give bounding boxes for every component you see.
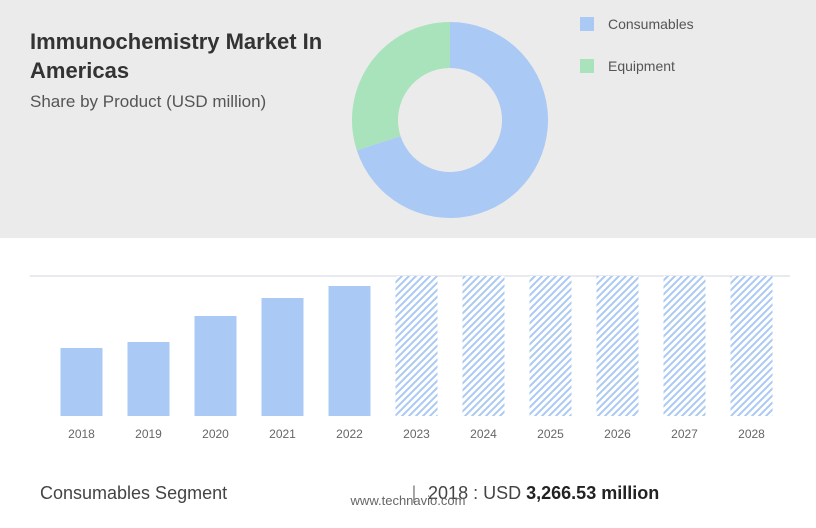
bar-year-label: 2022 bbox=[336, 427, 363, 441]
bar-svg: 2018 2019 2020 2021 2022 2023 2024 2025 2026 2027… bbox=[30, 270, 790, 450]
bar bbox=[597, 276, 639, 416]
legend-item-consumables: Consumables bbox=[580, 16, 694, 32]
bar bbox=[61, 348, 103, 416]
bar-chart: 2018 2019 2020 2021 2022 2023 2024 2025 2026 2027… bbox=[30, 270, 790, 460]
chart-title: Immunochemistry Market In Americas bbox=[30, 28, 330, 85]
bar bbox=[463, 276, 505, 416]
bar bbox=[329, 286, 371, 416]
footer-url: www.technavio.com bbox=[0, 493, 816, 508]
legend: Consumables Equipment bbox=[580, 16, 694, 100]
bar bbox=[195, 316, 237, 416]
bar-year-label: 2026 bbox=[604, 427, 631, 441]
bar-year-label: 2018 bbox=[68, 427, 95, 441]
donut-svg bbox=[350, 20, 550, 220]
legend-swatch bbox=[580, 59, 594, 73]
legend-label: Equipment bbox=[608, 58, 675, 74]
bar bbox=[664, 276, 706, 416]
legend-swatch bbox=[580, 17, 594, 31]
bar-year-label: 2021 bbox=[269, 427, 296, 441]
bar bbox=[262, 298, 304, 416]
bar bbox=[128, 342, 170, 416]
bar-year-label: 2024 bbox=[470, 427, 497, 441]
bar-year-label: 2020 bbox=[202, 427, 229, 441]
bar-year-label: 2027 bbox=[671, 427, 698, 441]
bar-year-label: 2023 bbox=[403, 427, 430, 441]
chart-subtitle: Share by Product (USD million) bbox=[30, 92, 266, 112]
legend-item-equipment: Equipment bbox=[580, 58, 694, 74]
bar bbox=[396, 276, 438, 416]
bar-year-label: 2028 bbox=[738, 427, 765, 441]
donut-chart bbox=[350, 20, 550, 225]
bar-year-label: 2025 bbox=[537, 427, 564, 441]
bar bbox=[731, 276, 773, 416]
legend-label: Consumables bbox=[608, 16, 694, 32]
bar bbox=[530, 276, 572, 416]
header-section: Immunochemistry Market In Americas Share… bbox=[0, 0, 816, 238]
bar-year-label: 2019 bbox=[135, 427, 162, 441]
